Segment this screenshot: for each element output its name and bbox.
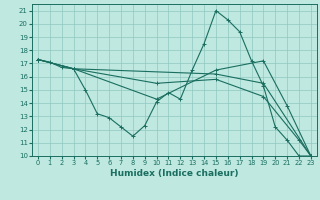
X-axis label: Humidex (Indice chaleur): Humidex (Indice chaleur) bbox=[110, 169, 239, 178]
